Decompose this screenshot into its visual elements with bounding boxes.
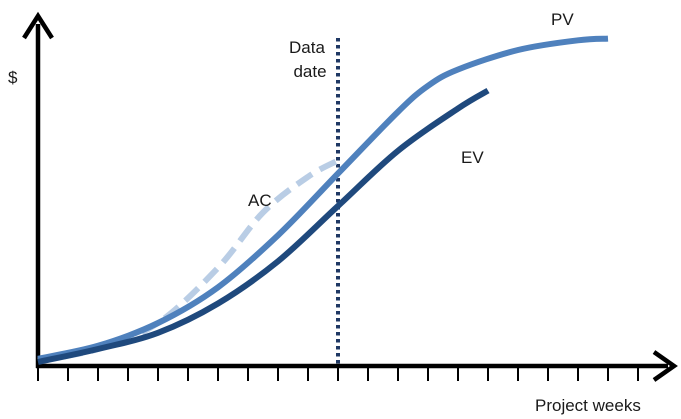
series-line-ev: [37, 88, 490, 365]
x-axis-label: Project weeks: [535, 396, 641, 415]
series-line-pv: [37, 35, 609, 362]
series-label-ac: AC: [248, 191, 272, 210]
data-date-label-line2: date: [293, 62, 326, 81]
x-axis-ticks: [37, 368, 639, 381]
series-label-pv: PV: [551, 10, 574, 29]
series-line-ac: [37, 157, 340, 364]
x-axis-arrowhead: [652, 350, 678, 382]
plot-area: [37, 35, 609, 366]
y-axis-arrowhead: [22, 11, 54, 40]
series-label-ev: EV: [461, 148, 484, 167]
y-axis-label: $: [8, 68, 18, 87]
data-date-label-line1: Data: [289, 38, 325, 57]
